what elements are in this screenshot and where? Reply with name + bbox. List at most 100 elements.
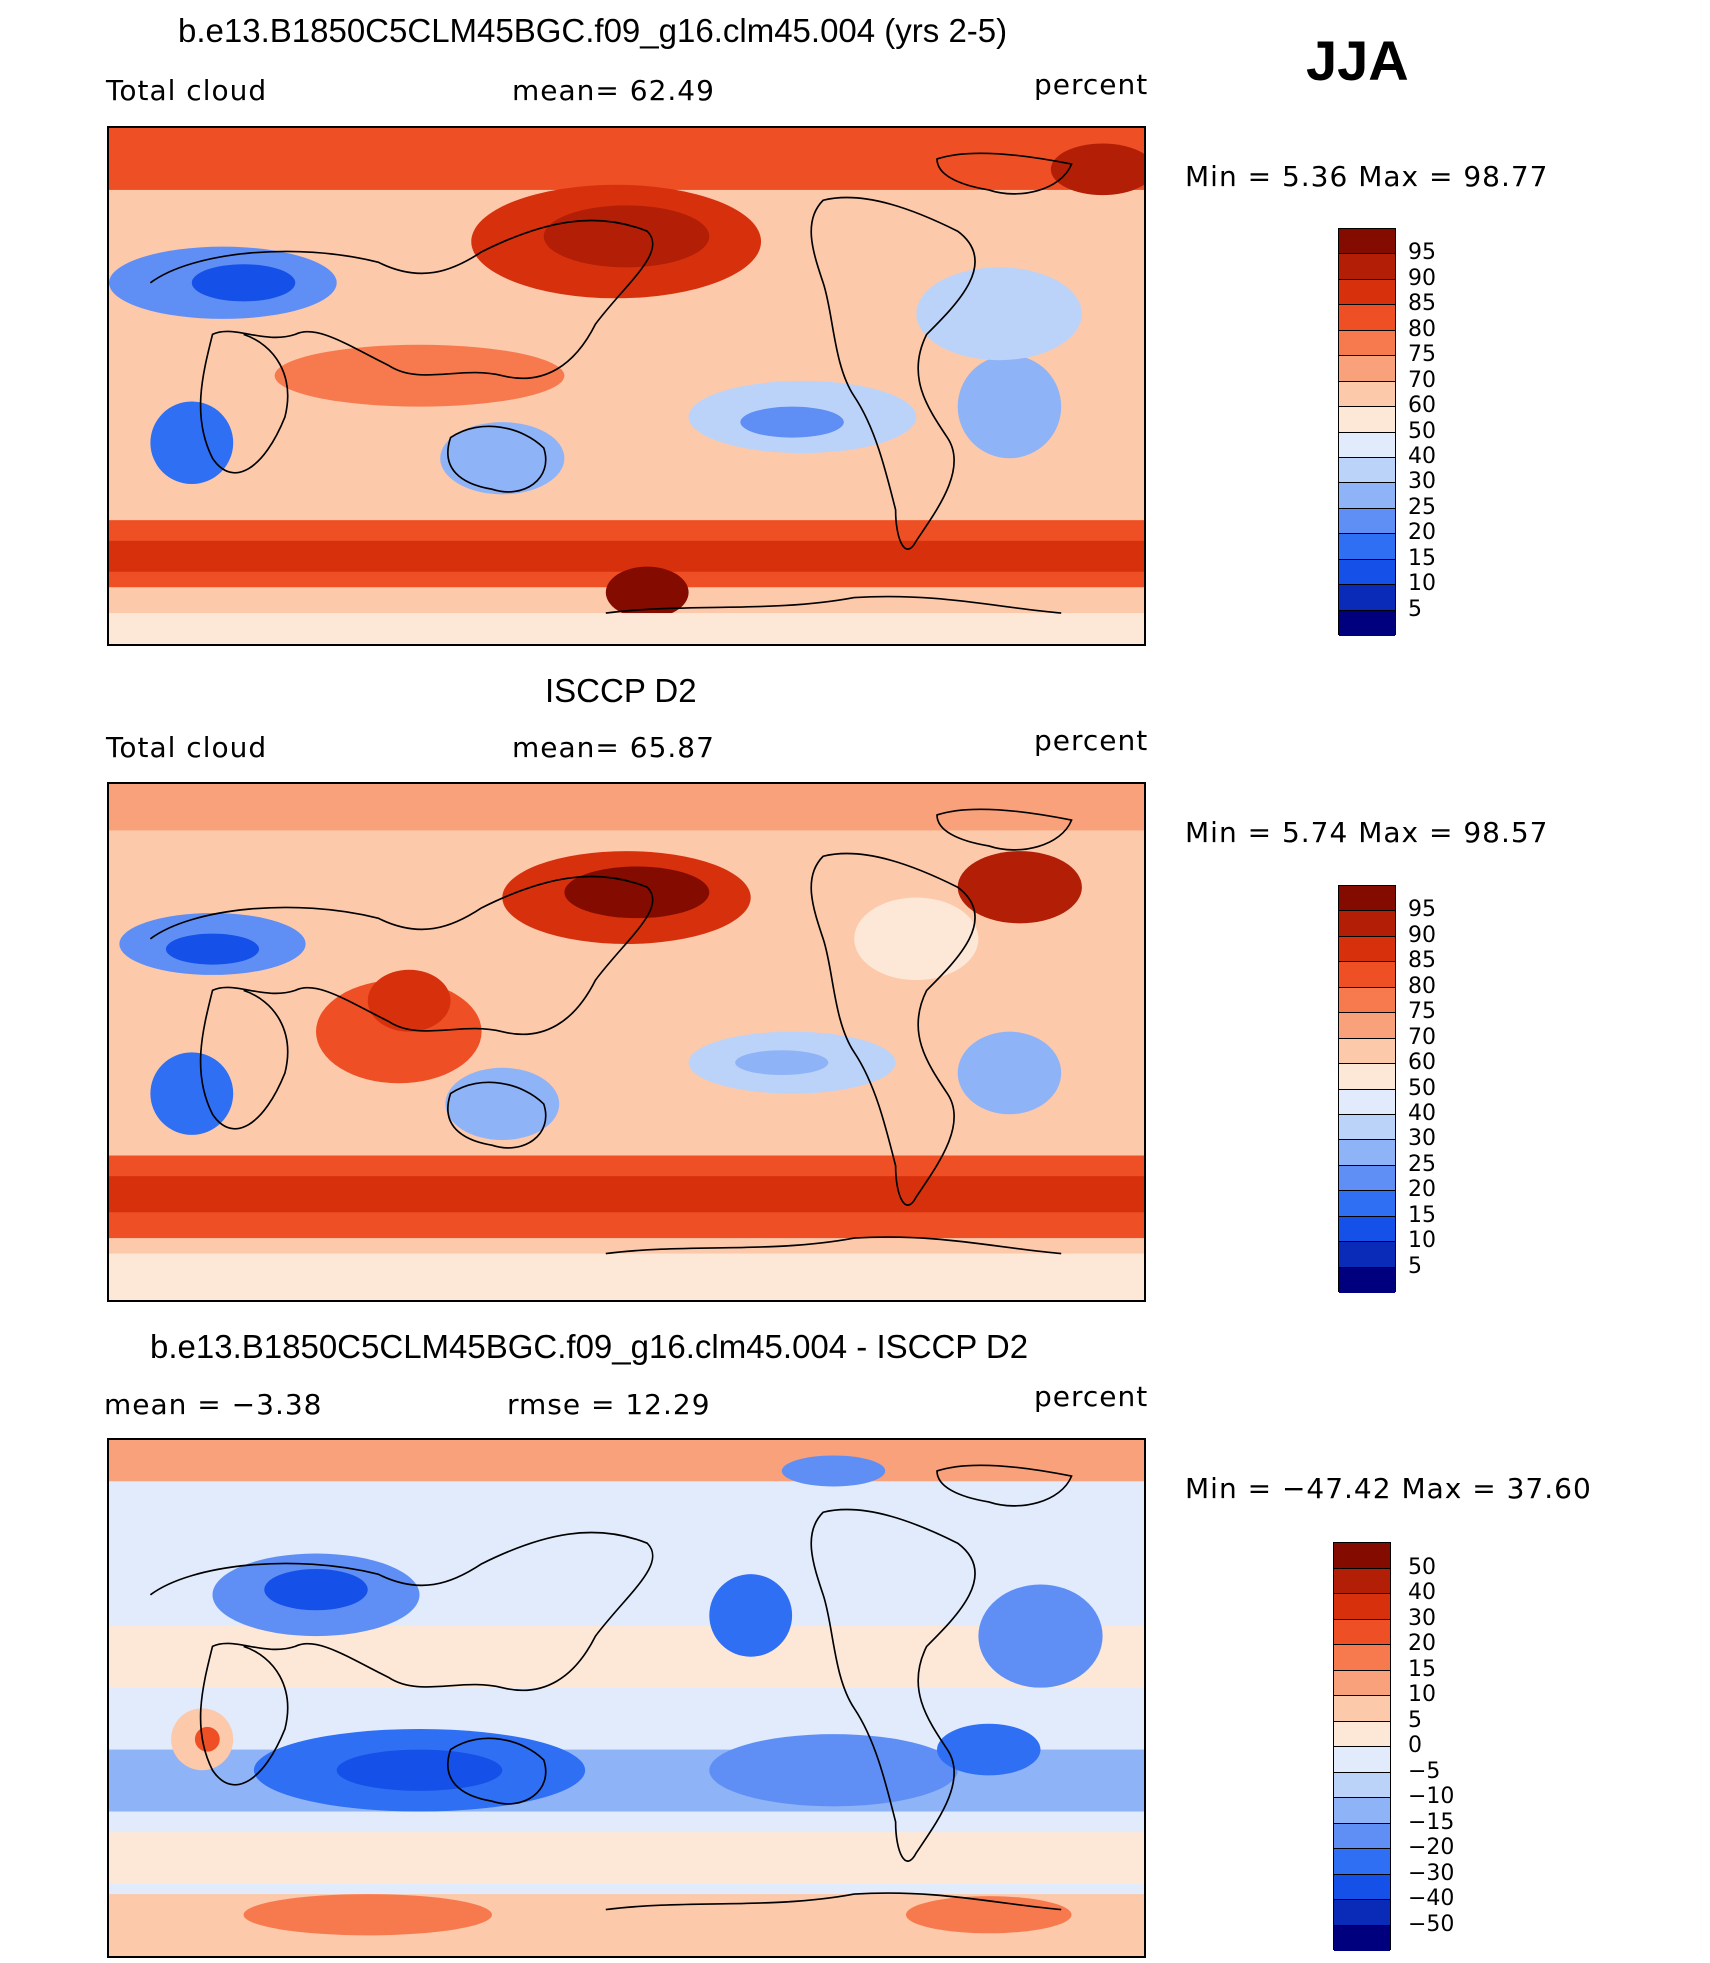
colorbar-tick-label: 80 xyxy=(1408,316,1436,342)
colorbar-swatch xyxy=(1334,1925,1390,1951)
panel2-colorbar xyxy=(1338,885,1396,1293)
colorbar-tick-label: 30 xyxy=(1408,1126,1436,1152)
panel1-minmax-label: Min = 5.36 Max = 98.77 xyxy=(1185,160,1549,193)
panel2-variable-label: Total cloud xyxy=(106,731,268,764)
colorbar-swatch xyxy=(1334,1849,1390,1875)
colorbar-tick-label: 40 xyxy=(1408,443,1436,469)
colorbar-swatch xyxy=(1339,534,1395,560)
panel1-map-svg xyxy=(109,128,1144,644)
colorbar-tick-label: −5 xyxy=(1408,1758,1441,1784)
colorbar-swatch xyxy=(1339,1242,1395,1268)
colorbar-tick-label: 10 xyxy=(1408,1228,1436,1254)
colorbar-swatch xyxy=(1339,585,1395,611)
colorbar-swatch xyxy=(1334,1874,1390,1900)
colorbar-swatch xyxy=(1339,987,1395,1014)
colorbar-swatch xyxy=(1339,254,1395,280)
colorbar-tick-label: 25 xyxy=(1408,1151,1436,1177)
panel1-title: b.e13.B1850C5CLM45BGC.f09_g16.clm45.004 … xyxy=(178,12,1008,49)
panel1-variable-label: Total cloud xyxy=(106,74,268,107)
panel3-units-label: percent xyxy=(1034,1380,1149,1413)
colorbar-tick-label: 10 xyxy=(1408,571,1436,597)
panel2-title: ISCCP D2 xyxy=(545,672,697,709)
colorbar-tick-label: −20 xyxy=(1408,1835,1455,1860)
colorbar-swatch xyxy=(1339,457,1395,484)
colorbar-tick-label: 15 xyxy=(1408,545,1436,571)
colorbar-tick-label: 5 xyxy=(1408,1253,1422,1279)
colorbar-tick-label: 30 xyxy=(1408,1605,1436,1631)
colorbar-tick-label: −15 xyxy=(1408,1809,1455,1835)
colorbar-swatch xyxy=(1339,305,1395,331)
colorbar-tick-label: 80 xyxy=(1408,973,1436,999)
panel3-colorbar xyxy=(1333,1542,1391,1951)
colorbar-tick-label: 85 xyxy=(1408,948,1436,974)
colorbar-tick-label: 20 xyxy=(1408,520,1436,546)
colorbar-swatch xyxy=(1339,330,1395,357)
colorbar-swatch xyxy=(1334,1568,1390,1594)
colorbar-swatch xyxy=(1334,1543,1390,1569)
colorbar-swatch xyxy=(1339,407,1395,433)
colorbar-swatch xyxy=(1339,432,1395,458)
colorbar-swatch xyxy=(1339,1064,1395,1090)
colorbar-swatch xyxy=(1339,1216,1395,1243)
colorbar-swatch xyxy=(1334,1619,1390,1645)
colorbar-swatch xyxy=(1334,1798,1390,1824)
colorbar-tick-label: 25 xyxy=(1408,494,1436,520)
colorbar-tick-label: 50 xyxy=(1408,418,1436,444)
colorbar-swatch xyxy=(1339,1114,1395,1141)
colorbar-tick-label: 50 xyxy=(1408,1554,1436,1580)
colorbar-swatch xyxy=(1339,1267,1395,1293)
colorbar-swatch xyxy=(1334,1594,1390,1620)
colorbar-tick-label: 0 xyxy=(1408,1733,1422,1758)
colorbar-swatch xyxy=(1334,1670,1390,1696)
colorbar-tick-label: 5 xyxy=(1408,1707,1422,1733)
colorbar-swatch xyxy=(1339,886,1395,912)
colorbar-swatch xyxy=(1334,1900,1390,1926)
colorbar-swatch xyxy=(1339,559,1395,586)
colorbar-swatch xyxy=(1334,1747,1390,1773)
colorbar-swatch xyxy=(1339,381,1395,408)
colorbar-tick-label: 40 xyxy=(1408,1580,1436,1605)
colorbar-tick-label: 70 xyxy=(1408,367,1436,393)
colorbar-tick-label: 60 xyxy=(1408,393,1436,419)
colorbar-tick-label: 40 xyxy=(1408,1100,1436,1126)
panel1-units-label: percent xyxy=(1034,68,1149,101)
colorbar-swatch xyxy=(1339,356,1395,382)
panel3-minmax-label: Min = −47.42 Max = 37.60 xyxy=(1185,1472,1592,1505)
panel3-rmse-label: rmse = 12.29 xyxy=(507,1388,711,1421)
colorbar-tick-label: −40 xyxy=(1408,1886,1455,1911)
colorbar-swatch xyxy=(1334,1696,1390,1722)
colorbar-swatch xyxy=(1339,1089,1395,1115)
colorbar-swatch xyxy=(1334,1721,1390,1747)
panel3-mean-label: mean = −3.38 xyxy=(104,1388,323,1421)
colorbar-tick-label: 50 xyxy=(1408,1075,1436,1101)
season-label: JJA xyxy=(1306,29,1409,92)
colorbar-tick-label: 30 xyxy=(1408,469,1436,495)
colorbar-tick-label: 15 xyxy=(1408,1202,1436,1228)
colorbar-swatch xyxy=(1339,1038,1395,1065)
panel1-mean-label: mean= 62.49 xyxy=(512,74,715,107)
colorbar-tick-label: −30 xyxy=(1408,1860,1455,1886)
colorbar-tick-label: 90 xyxy=(1408,922,1436,948)
colorbar-swatch xyxy=(1334,1823,1390,1849)
colorbar-swatch xyxy=(1339,962,1395,988)
colorbar-tick-label: −10 xyxy=(1408,1784,1455,1809)
colorbar-swatch xyxy=(1339,1191,1395,1217)
colorbar-tick-label: 75 xyxy=(1408,342,1436,368)
panel1-colorbar xyxy=(1338,228,1396,636)
panel3-map-svg xyxy=(109,1440,1144,1956)
panel1-map xyxy=(107,126,1146,646)
panel2-map-svg xyxy=(109,784,1144,1300)
panel2-mean-label: mean= 65.87 xyxy=(512,731,715,764)
colorbar-swatch xyxy=(1339,229,1395,255)
colorbar-swatch xyxy=(1339,936,1395,963)
colorbar-swatch xyxy=(1334,1772,1390,1798)
colorbar-tick-label: 5 xyxy=(1408,596,1422,622)
colorbar-swatch xyxy=(1339,1165,1395,1192)
colorbar-tick-label: −50 xyxy=(1408,1911,1455,1937)
colorbar-tick-label: 95 xyxy=(1408,897,1436,923)
colorbar-swatch xyxy=(1334,1645,1390,1671)
colorbar-swatch xyxy=(1339,279,1395,306)
panel2-units-label: percent xyxy=(1034,724,1149,757)
colorbar-tick-label: 85 xyxy=(1408,291,1436,317)
panel3-title: b.e13.B1850C5CLM45BGC.f09_g16.clm45.004 … xyxy=(150,1328,1029,1365)
